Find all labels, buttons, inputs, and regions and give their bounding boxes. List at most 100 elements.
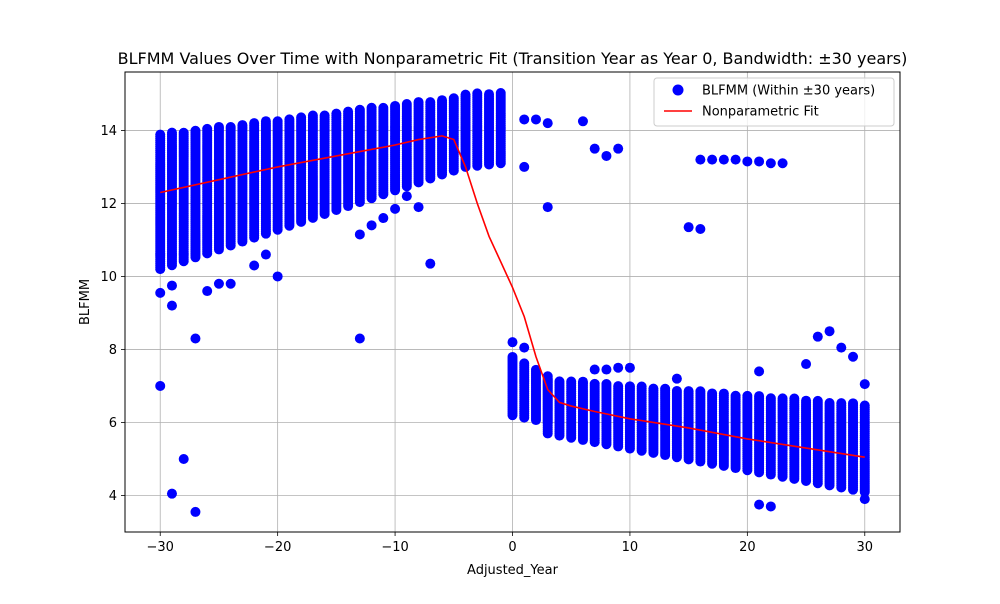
data-point [671,385,682,396]
data-point [425,97,436,108]
data-point [331,108,342,119]
data-point [378,213,389,224]
data-point [249,260,260,271]
data-point [354,229,365,240]
data-point [166,127,177,138]
data-point [530,114,541,125]
data-point [155,287,166,298]
data-point [155,380,166,391]
data-point [601,364,612,375]
data-point [166,300,177,311]
fit-layer [160,135,865,458]
y-tick-label: 6 [109,416,117,431]
data-point [401,99,412,110]
data-point [801,395,812,406]
data-point [777,393,788,404]
data-point [413,202,424,213]
data-point [484,89,495,100]
data-point [577,116,588,127]
scatter-points [155,87,870,517]
data-point [425,258,436,269]
data-point [472,88,483,99]
data-point [836,398,847,409]
data-point [448,93,459,104]
data-point [742,156,753,167]
fit-line [160,135,865,458]
data-point [530,364,541,375]
data-point [202,286,213,297]
data-point [437,95,448,106]
data-point [859,379,870,390]
y-axis-label: BLFMM [78,279,93,325]
data-point [225,278,236,289]
data-point [836,342,847,353]
data-point [366,220,377,231]
y-tick-label: 8 [109,343,117,358]
data-point [378,102,389,113]
data-point [613,143,624,154]
data-point [260,116,271,127]
x-tick-label: −10 [381,540,408,555]
y-tick-label: 12 [100,197,117,212]
data-point [307,110,318,121]
data-point [742,390,753,401]
legend: BLFMM (Within ±30 years) Nonparametric F… [653,77,895,127]
data-point [683,386,694,397]
data-point [671,373,682,384]
data-point [213,121,224,132]
data-point [789,393,800,404]
data-point [765,158,776,169]
data-point [754,156,765,167]
data-point [589,143,600,154]
data-point [166,488,177,499]
data-point [848,351,859,362]
data-point [754,366,765,377]
data-point [460,89,471,100]
data-point [683,222,694,233]
data-point [707,154,718,165]
data-point [542,202,553,213]
data-point [601,379,612,390]
x-tick-label: −30 [147,540,174,555]
data-point [519,358,530,369]
data-point [695,386,706,397]
data-point [824,326,835,337]
data-point [624,381,635,392]
data-point [636,381,647,392]
legend-marker-scatter [672,84,684,96]
x-axis-label: Adjusted_Year [467,563,559,578]
data-point [249,118,260,129]
data-point [660,383,671,394]
data-point [519,114,530,125]
data-point [566,376,577,387]
data-point [343,106,354,117]
data-point [801,359,812,370]
chart-title: BLFMM Values Over Time with Nonparametri… [118,49,908,68]
legend-frame [653,77,895,127]
data-point [519,342,530,353]
data-point [225,122,236,133]
data-point [648,383,659,394]
data-point [190,506,201,517]
data-point [613,381,624,392]
data-point [695,154,706,165]
data-point [166,280,177,291]
data-point [613,362,624,373]
data-point [554,376,565,387]
data-point [354,104,365,115]
data-point [178,453,189,464]
data-point [859,494,870,505]
data-point [601,150,612,161]
data-point [754,391,765,402]
data-point [390,100,401,111]
data-point [495,87,506,98]
data-point [213,278,224,289]
data-point [354,333,365,344]
data-point [507,337,518,348]
data-point [754,499,765,510]
data-point [366,102,377,113]
axis-ticks: −30 −20 −10 0 10 20 30 4 6 8 10 12 14 [100,124,873,555]
data-point [178,127,189,138]
x-tick-label: −20 [264,540,291,555]
x-tick-label: 0 [508,540,516,555]
